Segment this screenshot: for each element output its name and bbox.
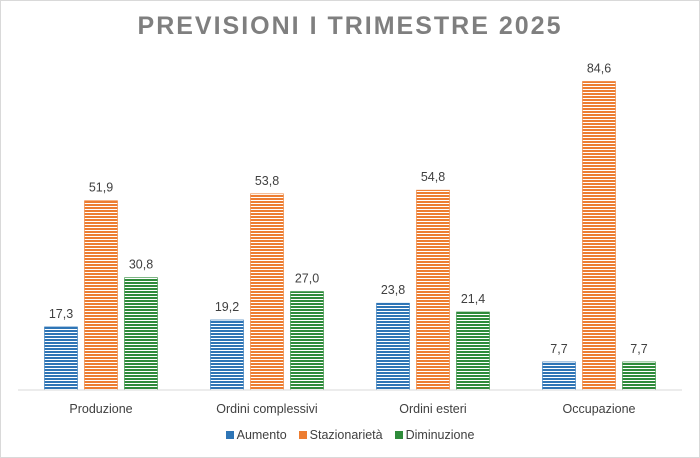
chart-legend: Aumento Stazionarietà Diminuzione bbox=[0, 428, 700, 442]
bar-aumento-2 bbox=[376, 302, 410, 391]
data-label: 53,8 bbox=[255, 174, 279, 188]
x-tick-label: Produzione bbox=[69, 402, 132, 416]
data-label: 23,8 bbox=[381, 283, 405, 297]
legend-label: Diminuzione bbox=[405, 428, 475, 442]
data-label: 21,4 bbox=[461, 292, 485, 306]
data-label: 54,8 bbox=[421, 170, 445, 184]
legend-label: Aumento bbox=[236, 428, 287, 442]
legend-swatch bbox=[225, 431, 234, 439]
data-label: 7,7 bbox=[550, 342, 567, 356]
legend-item: Stazionarietà bbox=[298, 428, 383, 442]
bar-diminuzione-2 bbox=[456, 311, 490, 391]
chart-title: PREVISIONI I TRIMESTRE 2025 bbox=[137, 12, 563, 40]
bar-aumento-0 bbox=[44, 326, 78, 391]
legend-item: Aumento bbox=[225, 428, 287, 442]
data-label: 27,0 bbox=[295, 272, 319, 286]
data-label: 30,8 bbox=[129, 258, 153, 272]
data-label: 17,3 bbox=[49, 307, 73, 321]
bar-stazionariet--3 bbox=[582, 81, 616, 391]
data-label: 51,9 bbox=[89, 181, 113, 195]
x-tick-label: Ordini esteri bbox=[399, 402, 466, 416]
bar-diminuzione-3 bbox=[622, 361, 656, 391]
x-tick-label: Ordini complessivi bbox=[216, 402, 317, 416]
legend-swatch bbox=[298, 431, 307, 439]
bar-aumento-1 bbox=[210, 319, 244, 391]
legend-swatch bbox=[394, 431, 403, 439]
data-label: 19,2 bbox=[215, 300, 239, 314]
bar-aumento-3 bbox=[542, 361, 576, 391]
bar-stazionariet--0 bbox=[84, 200, 118, 391]
bar-diminuzione-0 bbox=[124, 277, 158, 391]
data-label: 7,7 bbox=[630, 342, 647, 356]
bar-diminuzione-1 bbox=[290, 291, 324, 391]
legend-label: Stazionarietà bbox=[309, 428, 383, 442]
data-label: 84,6 bbox=[587, 61, 611, 75]
bar-stazionariet--2 bbox=[416, 189, 450, 391]
legend-item: Diminuzione bbox=[394, 428, 475, 442]
x-tick-label: Occupazione bbox=[563, 402, 636, 416]
bar-stazionariet--1 bbox=[250, 193, 284, 391]
